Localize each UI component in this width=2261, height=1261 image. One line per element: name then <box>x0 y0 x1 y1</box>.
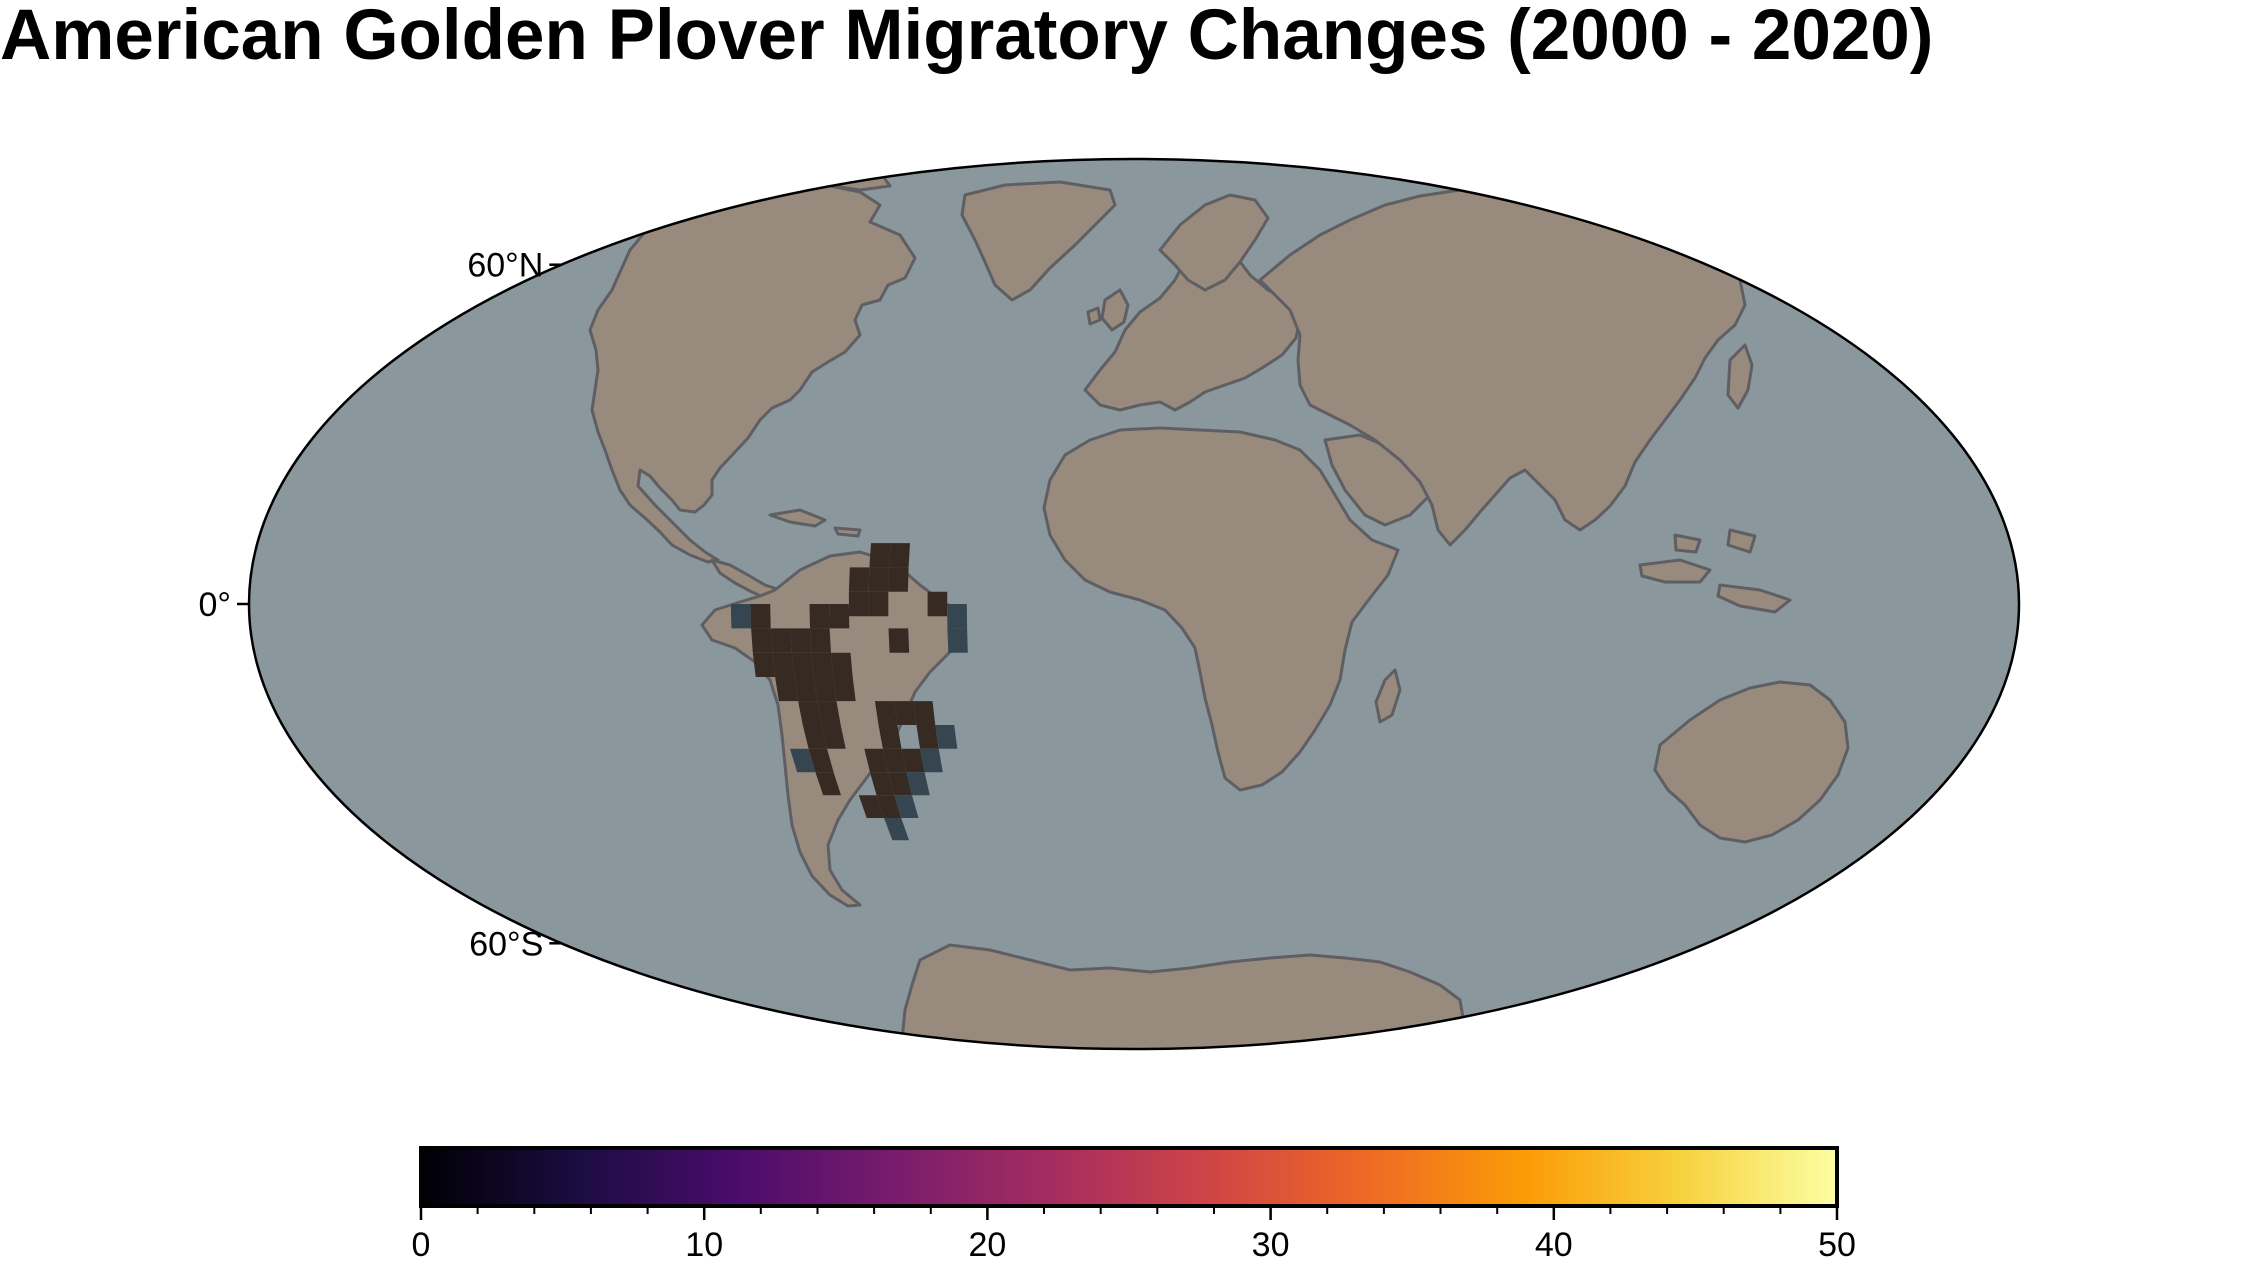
density-cell <box>894 701 917 725</box>
density-cell <box>775 677 799 702</box>
colorbar-tick-label: 20 <box>968 1226 1006 1261</box>
colorbar-tick-label: 50 <box>1818 1226 1856 1261</box>
density-cell <box>794 677 818 702</box>
density-cell <box>798 701 822 725</box>
density-cell <box>772 652 795 677</box>
density-cell <box>884 818 909 841</box>
density-cell <box>790 628 812 653</box>
density-cell <box>730 604 752 629</box>
density-cell <box>935 725 958 749</box>
density-cell <box>848 591 869 617</box>
australia-landmass <box>1653 680 1850 844</box>
density-cell <box>874 701 898 725</box>
density-cell <box>888 567 909 592</box>
colorbar-tick-label: 0 <box>412 1226 431 1261</box>
colorbar-tick-label: 40 <box>1535 1226 1573 1261</box>
colorbar-gradient <box>419 1146 1839 1208</box>
density-cell <box>947 628 968 653</box>
density-cell <box>751 628 773 653</box>
density-cell <box>916 725 939 749</box>
density-cell <box>790 748 816 773</box>
japan <box>1726 343 1754 410</box>
greenland <box>960 180 1117 302</box>
density-cell <box>882 748 907 773</box>
latitude-label: 60°S <box>469 925 543 963</box>
antarctica-landmass <box>898 943 1472 1049</box>
density-cell <box>813 677 837 702</box>
density-cell <box>927 591 948 617</box>
madagascar <box>1374 668 1402 724</box>
density-cell <box>913 701 936 725</box>
colorbar: 0 10 20 30 40 50 <box>412 1146 1856 1261</box>
density-cell <box>770 628 792 653</box>
density-cell <box>901 748 925 773</box>
density-cell <box>829 604 850 629</box>
density-cell <box>810 628 831 653</box>
density-cell <box>750 604 771 629</box>
density-cell <box>752 652 776 677</box>
colorbar-tick-label: 10 <box>685 1226 723 1261</box>
density-cell <box>864 748 889 773</box>
density-cell <box>888 772 912 796</box>
density-cell <box>815 772 841 796</box>
density-cell <box>920 748 943 773</box>
southeast-asia-islands <box>1638 528 1792 614</box>
density-cell <box>817 701 841 725</box>
density-cell <box>868 567 889 592</box>
density-cell <box>831 652 853 677</box>
caribbean-islands <box>768 508 862 538</box>
north-america-landmass <box>588 181 917 564</box>
density-cell <box>906 772 930 796</box>
latitude-labels: 60°N 0° 60°S <box>198 247 562 963</box>
density-cell <box>947 604 968 629</box>
density-cell <box>821 725 846 749</box>
density-cell <box>870 772 895 796</box>
density-cell <box>888 628 910 653</box>
density-cell <box>878 725 902 749</box>
latitude-label: 0° <box>198 586 231 624</box>
density-cell <box>833 677 856 702</box>
colorbar-tick-label: 30 <box>1252 1226 1290 1261</box>
density-cell <box>869 543 891 568</box>
density-cell <box>894 795 919 818</box>
density-cell <box>791 652 814 677</box>
density-cell <box>876 795 902 818</box>
british-isles <box>1086 288 1130 332</box>
migration-density-overlay <box>730 543 968 841</box>
density-cell <box>858 795 884 818</box>
land-layer <box>588 163 1902 1049</box>
density-cell <box>848 567 870 592</box>
density-cell <box>868 591 889 617</box>
latitude-label: 60°N <box>467 247 543 285</box>
density-cell <box>811 652 834 677</box>
density-cell <box>809 604 830 629</box>
scandinavia <box>1158 193 1270 292</box>
colorbar-ticks: 0 10 20 30 40 50 <box>412 1206 1856 1261</box>
africa-landmass <box>1042 426 1400 792</box>
map-title: American Golden Plover Migratory Changes… <box>0 0 1934 75</box>
density-cell <box>802 725 828 749</box>
density-cell <box>808 748 834 773</box>
density-cell <box>889 543 910 568</box>
